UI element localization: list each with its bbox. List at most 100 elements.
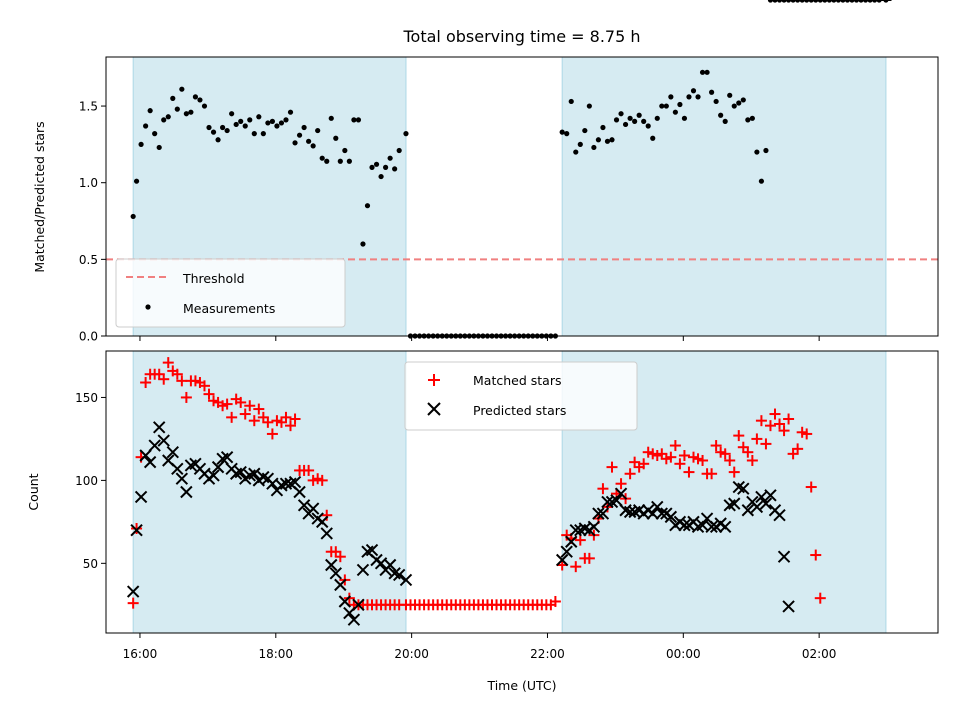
x-axis-label: Time (UTC)	[486, 678, 556, 693]
measurement-point	[731, 103, 737, 109]
chart-title: Total observing time = 8.75 h	[402, 27, 640, 46]
measurement-point	[591, 144, 597, 151]
x-tick-label: 20:00	[394, 647, 429, 661]
matched-star-point	[801, 428, 813, 440]
matched-star-point	[334, 551, 346, 563]
x-tick-label: 00:00	[666, 647, 701, 661]
top-y-tick-label: 1.0	[79, 176, 98, 190]
predicted-star-point	[773, 509, 786, 522]
measurement-point	[265, 120, 271, 126]
matched-star-point	[266, 428, 278, 440]
predicted-star-point	[646, 507, 659, 520]
bottom-y-tick-label: 100	[75, 474, 98, 488]
measurement-point	[586, 103, 592, 109]
x-tick-label: 16:00	[123, 647, 158, 661]
measurement-point	[174, 106, 180, 112]
measurement-point	[219, 124, 226, 131]
measurement-point	[147, 108, 153, 114]
measurement-point	[378, 173, 384, 180]
predicted-stars-points	[126, 0, 892, 626]
top-x-ticks	[139, 336, 820, 341]
legend-measurements-label: Measurements	[183, 301, 275, 316]
matched-star-point	[810, 549, 822, 561]
predicted-star-point	[365, 543, 379, 557]
matched-star-point	[624, 468, 636, 480]
measurement-point	[342, 147, 348, 154]
measurement-point	[351, 117, 357, 123]
predicted-star-point	[664, 510, 678, 524]
measurement-point	[767, 0, 774, 3]
matched-star-point	[140, 377, 152, 389]
matched-star-point	[769, 408, 781, 420]
measurement-point	[210, 129, 217, 135]
matched-star-point	[244, 400, 256, 412]
measurement-point	[296, 132, 303, 138]
measurement-point	[233, 121, 239, 128]
measurement-point	[709, 89, 715, 95]
measurement-point	[278, 120, 285, 126]
legend-predicted-label: Predicted stars	[473, 403, 566, 418]
predicted-star-point	[220, 450, 234, 464]
predicted-star-point	[777, 550, 791, 563]
measurement-point	[337, 158, 343, 164]
measurement-point	[192, 94, 199, 100]
predicted-star-point	[130, 523, 143, 537]
predicted-star-point	[741, 504, 755, 517]
matched-star-point	[262, 416, 274, 428]
measurement-point	[152, 131, 158, 137]
measurement-point	[247, 117, 253, 123]
legend-predicted-swatch	[427, 402, 441, 416]
measurement-point	[681, 115, 688, 121]
matched-star-point	[669, 440, 681, 452]
measurement-point	[564, 131, 570, 137]
matched-star-point	[638, 458, 650, 470]
measurement-point	[238, 118, 244, 124]
measurement-point	[604, 138, 611, 144]
matched-star-point	[719, 448, 731, 460]
measurement-point	[559, 129, 565, 135]
matched-star-point	[235, 396, 247, 408]
predicted-star-point	[126, 585, 140, 598]
predicted-star-point	[596, 507, 610, 520]
predicted-star-point	[610, 494, 623, 507]
bottom-y-tick-label: 150	[75, 391, 98, 405]
measurement-point	[188, 109, 194, 115]
measurement-point	[595, 137, 602, 143]
predicted-star-point	[565, 535, 578, 548]
predicted-star-point	[315, 515, 329, 529]
matched-star-point	[321, 509, 333, 521]
measurement-point	[632, 118, 638, 124]
predicted-star-point	[134, 490, 148, 504]
measurement-point	[618, 111, 624, 117]
measurement-point	[690, 88, 697, 94]
predicted-star-point	[143, 455, 157, 469]
measurement-point	[161, 117, 167, 123]
measurement-point	[206, 124, 212, 131]
top-panel: 0.0 0.5 1.0 1.5 Matched/Predicted stars Thr…	[32, 0, 939, 344]
predicted-star-point	[592, 507, 605, 520]
measurement-point	[143, 123, 149, 129]
matched-star-point	[733, 430, 745, 442]
measurement-point	[133, 178, 140, 184]
matched-star-point	[203, 388, 215, 400]
predicted-star-point	[728, 497, 741, 510]
measurement-point	[138, 141, 144, 147]
matched-star-point	[755, 415, 767, 427]
measurement-point	[170, 95, 176, 101]
measurement-point	[310, 143, 316, 149]
predicted-star-point	[392, 568, 406, 582]
predicted-star-point	[655, 507, 669, 520]
measurement-point	[699, 69, 706, 75]
matched-star-point	[180, 391, 192, 403]
measurement-point	[364, 203, 371, 209]
matched-star-point	[764, 420, 776, 432]
measurement-point	[201, 103, 208, 109]
matched-star-point	[158, 373, 170, 385]
measurement-point	[156, 144, 162, 151]
measurement-point	[613, 117, 620, 123]
measurement-point	[776, 0, 783, 3]
predicted-star-point	[297, 499, 311, 512]
matched-star-point	[805, 481, 817, 493]
measurement-point	[387, 155, 393, 161]
matched-star-point	[226, 411, 238, 423]
